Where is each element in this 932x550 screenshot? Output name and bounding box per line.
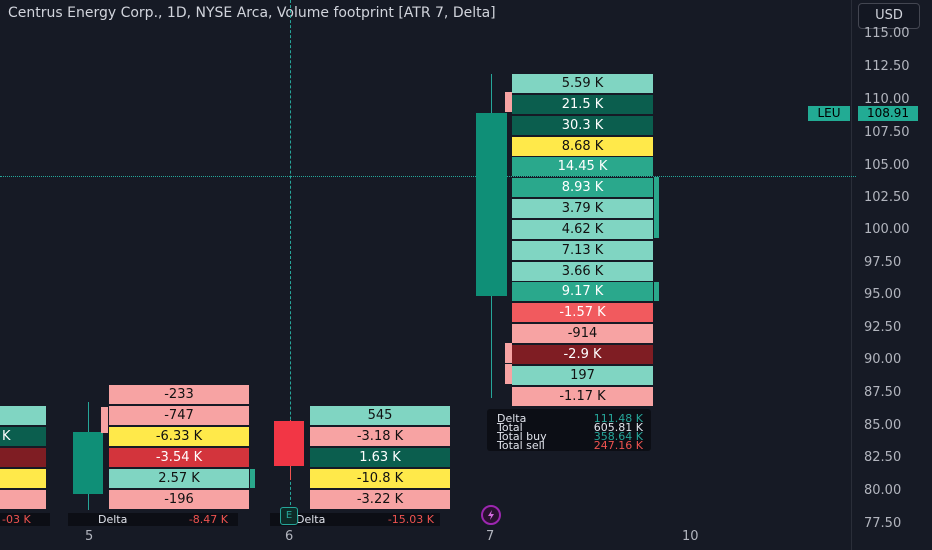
footprint-cell: [0, 490, 46, 509]
footprint-cell: 5.59 K: [512, 74, 653, 93]
footprint-cell: -1.57 K: [512, 303, 653, 322]
price-tick: 92.50: [864, 320, 902, 335]
footprint-cell: [0, 406, 46, 425]
summary-delta-label: Delta: [497, 412, 527, 425]
imbalance-marker: [654, 282, 659, 301]
imbalance-marker: [654, 177, 659, 238]
footprint-cell: [0, 448, 46, 467]
lightning-icon[interactable]: [481, 505, 501, 525]
footprint-cell: -914: [512, 324, 653, 343]
chart-title: Centrus Energy Corp., 1D, NYSE Arca, Vol…: [8, 5, 496, 21]
footprint-cell: 545: [310, 406, 450, 425]
footprint-cell: 21.5 K: [512, 95, 653, 114]
footprint-cell: -1.17 K: [512, 387, 653, 406]
summary-sell-label: Total sell: [497, 439, 545, 452]
price-axis[interactable]: [851, 0, 932, 550]
crosshair-vertical: [290, 0, 291, 520]
price-tick: 82.50: [864, 450, 902, 465]
footprint-cell: K: [0, 427, 46, 446]
candle-body-up[interactable]: [476, 113, 507, 296]
footprint-cell: [0, 469, 46, 488]
footprint-cell: -6.33 K: [109, 427, 249, 446]
price-tick: 102.50: [864, 190, 910, 205]
time-tick: 5: [85, 529, 94, 544]
price-tick: 105.00: [864, 158, 910, 173]
footprint-cell: -233: [109, 385, 249, 404]
footprint-cell: 3.79 K: [512, 199, 653, 218]
time-tick: 6: [285, 529, 294, 544]
delta-bar: Delta -15.03 K: [270, 513, 440, 526]
time-tick: 7: [486, 529, 495, 544]
summary-total-value: 605.81 K: [593, 421, 643, 434]
summary-sell-value: 247.16 K: [593, 439, 643, 452]
candle-body-down[interactable]: [274, 421, 304, 466]
footprint-cell: -747: [109, 406, 249, 425]
footprint-cell: -10.8 K: [310, 469, 450, 488]
price-tick: 107.50: [864, 125, 910, 140]
footprint-cell: 1.63 K: [310, 448, 450, 467]
price-tick: 80.00: [864, 483, 902, 498]
last-price-symbol: LEU: [808, 106, 850, 121]
footprint-cell: -196: [109, 490, 249, 509]
footprint-cell: 2.57 K: [109, 469, 249, 488]
delta-label: Delta: [296, 513, 326, 526]
price-tick: 77.50: [864, 516, 902, 531]
last-price-label: 108.91: [858, 106, 918, 121]
price-tick: 115.00: [864, 26, 910, 41]
delta-value: -03 K: [2, 513, 31, 526]
summary-buy-value: 358.64 K: [593, 430, 643, 443]
summary-delta-value: 111.48 K: [593, 412, 643, 425]
price-tick: 100.00: [864, 222, 910, 237]
footprint-cell: -3.22 K: [310, 490, 450, 509]
poc-marker: [505, 92, 512, 112]
poc-marker: [505, 364, 512, 384]
currency-button[interactable]: USD: [858, 3, 920, 29]
earnings-badge[interactable]: E: [280, 507, 298, 525]
price-tick: 97.50: [864, 255, 902, 270]
footprint-summary: Delta 111.48 K Total 605.81 K Total buy …: [487, 409, 651, 451]
price-tick: 112.50: [864, 59, 910, 74]
poc-marker: [101, 407, 108, 433]
price-tick: 90.00: [864, 352, 902, 367]
price-tick: 85.00: [864, 418, 902, 433]
footprint-cell: -2.9 K: [512, 345, 653, 364]
footprint-cell: 9.17 K: [512, 282, 653, 301]
price-tick: 95.00: [864, 287, 902, 302]
candle-body-up[interactable]: [73, 432, 103, 494]
summary-buy-label: Total buy: [497, 430, 547, 443]
footprint-cell: 3.66 K: [512, 262, 653, 281]
footprint-cell: -3.54 K: [109, 448, 249, 467]
price-tick: 110.00: [864, 92, 910, 107]
footprint-cell: 4.62 K: [512, 220, 653, 239]
time-tick: 10: [682, 529, 699, 544]
footprint-cell: 30.3 K: [512, 116, 653, 135]
footprint-cell: -3.18 K: [310, 427, 450, 446]
imbalance-marker: [250, 469, 255, 488]
footprint-cell: 8.68 K: [512, 137, 653, 156]
footprint-cell: 197: [512, 366, 653, 385]
footprint-cell: 7.13 K: [512, 241, 653, 260]
crosshair-horizontal: [0, 176, 856, 177]
delta-bar: -03 K: [0, 513, 50, 526]
price-tick: 87.50: [864, 385, 902, 400]
delta-value: -8.47 K: [188, 513, 228, 526]
delta-value: -15.03 K: [387, 513, 434, 526]
summary-total-label: Total: [497, 421, 523, 434]
footprint-cell: 14.45 K: [512, 157, 653, 176]
poc-marker: [505, 343, 512, 363]
delta-label: Delta: [98, 513, 128, 526]
delta-bar: Delta -8.47 K: [68, 513, 238, 526]
footprint-cell: 8.93 K: [512, 178, 653, 197]
